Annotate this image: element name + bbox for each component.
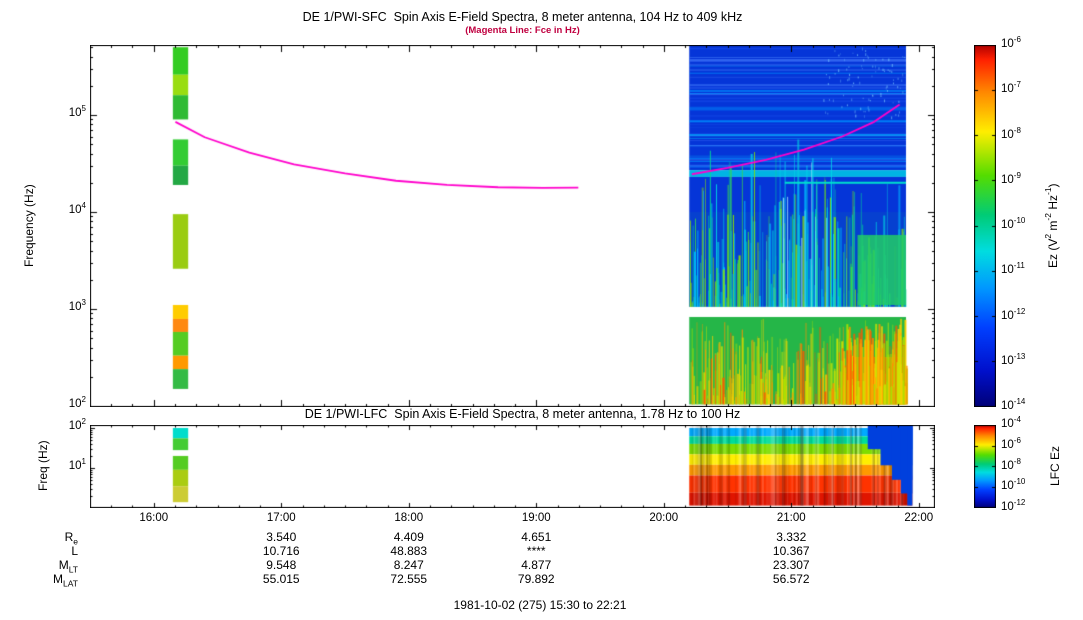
annotation-value: 23.307 [772,558,810,572]
annotation-value: 72.555 [390,572,428,586]
sfc-colorbar-tick-label: 10-7 [1001,80,1021,96]
annotation-value: 79.892 [517,572,555,586]
lfc-colorbar-tick-label: 10-6 [1001,435,1021,451]
lfc-colorbar-tick-label: 10-8 [1001,456,1021,472]
annotation-value: 10.716 [262,544,300,558]
x-tick-label: 21:00 [776,512,806,524]
lfc-spectrogram-plot [90,425,935,508]
fce-line-subtitle: (Magenta Line: Fce in Hz) [465,25,580,36]
sfc-colorbar-tick-label: 10-12 [1001,306,1026,322]
lfc-colorbar-tick-label: 10-12 [1001,498,1026,513]
annotation-value: 3.332 [776,530,807,544]
annotation-row-label: MLAT [53,572,78,589]
sfc-colorbar-tick-label: 10-8 [1001,125,1021,141]
x-tick-label: 16:00 [139,512,169,524]
sfc-y-tick-label: 103 [68,298,86,313]
sfc-y-tick-label: 104 [68,201,86,216]
x-tick-label: 20:00 [649,512,679,524]
annotation-value: 4.409 [393,530,424,544]
footer-date-range: 1981-10-02 (275) 15:30 to 22:21 [453,598,627,612]
lfc-colorbar-tick-label: 10-4 [1001,415,1021,430]
annotation-value: 48.883 [390,544,428,558]
annotation-value: 8.247 [393,558,424,572]
annotation-value: 4.877 [521,558,552,572]
x-tick-label: 18:00 [394,512,424,524]
sfc-panel-title: DE 1/PWI-SFC Spin Axis E-Field Spectra, … [302,10,743,24]
annotation-value: 3.540 [266,530,297,544]
annotation-row-label: MLT [58,558,78,575]
annotation-row-label: Re [64,530,78,547]
lfc-y-tick-label: 102 [68,417,86,432]
x-tick-label: 17:00 [266,512,296,524]
sfc-spectrogram-plot [90,45,935,407]
sfc-colorbar-tick-label: 10-11 [1001,261,1025,277]
lfc-colorbar-label: LFC Ez [1048,446,1062,487]
annotation-value: 10.367 [772,544,810,558]
sfc-colorbar-tick-label: 10-14 [1001,397,1026,412]
sfc-colorbar [974,45,996,407]
sfc-y-axis-label: Frequency (Hz) [22,184,36,268]
annotation-value: 55.015 [262,572,300,586]
annotation-row-label: L [71,544,78,558]
lfc-colorbar-tick-label: 10-10 [1001,477,1026,493]
lfc-colorbar [974,425,996,508]
lfc-panel-title: DE 1/PWI-LFC Spin Axis E-Field Spectra, … [304,407,741,421]
sfc-y-tick-label: 102 [68,395,86,410]
sfc-colorbar-label: Ez (V2 m-2 Hz-1) [1043,183,1060,269]
x-tick-label: 22:00 [904,512,934,524]
sfc-colorbar-tick-label: 10-9 [1001,170,1021,186]
annotation-value: 56.572 [772,572,810,586]
x-tick-label: 19:00 [521,512,551,524]
sfc-colorbar-tick-label: 10-13 [1001,351,1026,367]
annotation-value: 4.651 [521,530,552,544]
sfc-colorbar-tick-label: 10-10 [1001,216,1026,231]
annotation-value: 9.548 [266,558,297,572]
lfc-y-tick-label: 101 [68,457,86,472]
sfc-y-tick-label: 105 [68,104,86,119]
annotation-value: **** [526,544,546,558]
sfc-colorbar-tick-label: 10-6 [1001,35,1021,50]
